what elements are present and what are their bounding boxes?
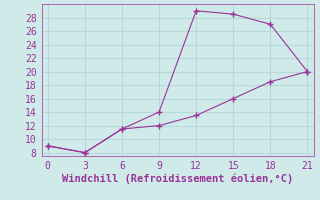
X-axis label: Windchill (Refroidissement éolien,°C): Windchill (Refroidissement éolien,°C) xyxy=(62,174,293,184)
